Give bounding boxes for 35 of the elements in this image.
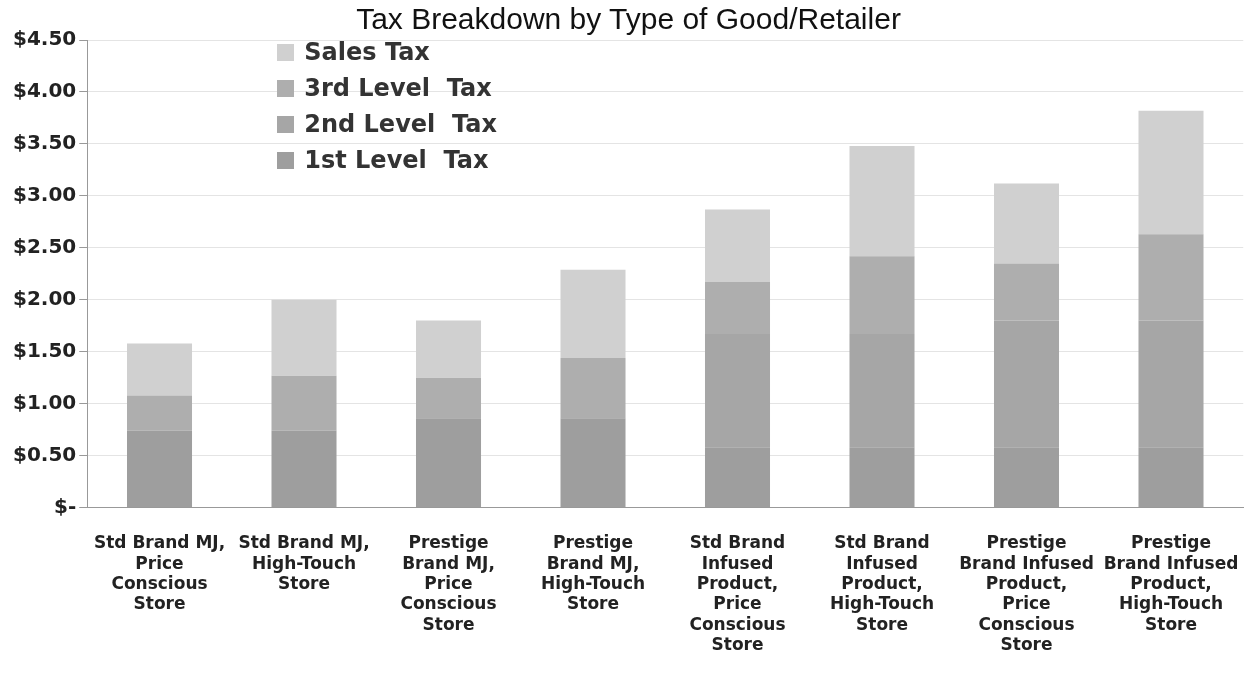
legend-label: 1st Level Tax — [304, 146, 489, 174]
y-tick-label: $2.50 — [13, 234, 77, 259]
bar — [849, 145, 915, 257]
y-tick-label: $3.00 — [13, 182, 77, 207]
bar — [271, 375, 337, 431]
y-tick-label: $1.50 — [13, 337, 77, 362]
x-tick-label: Std Brand Infused Product, High-Touch Store — [829, 532, 935, 634]
legend-label: 3rd Level Tax — [304, 74, 492, 102]
bar — [127, 395, 193, 431]
x-tick-label: Prestige Brand MJ, Price Conscious Store — [400, 532, 497, 634]
chart-title: Tax Breakdown by Type of Good/Retailer — [356, 2, 901, 35]
y-tick-label: $2.00 — [13, 285, 77, 310]
x-tick-label: Prestige Brand Infused Product, High-Touch Store — [1103, 532, 1239, 634]
legend-label: 2nd Level Tax — [304, 110, 497, 138]
x-tick-label: Std Brand Infused Product, Price Conscious Store — [689, 532, 786, 655]
x-tick-label: Std Brand MJ, Price Conscious Store — [93, 532, 226, 614]
bar — [993, 183, 1060, 264]
legend-label: Sales Tax — [304, 38, 430, 66]
bar — [560, 357, 626, 419]
y-tick-label: $1.00 — [13, 389, 77, 414]
bar — [704, 209, 771, 283]
bar — [560, 269, 626, 358]
y-tick-label: $0.50 — [13, 441, 77, 466]
bar — [127, 343, 193, 396]
y-tick-label: $4.00 — [13, 78, 77, 103]
bar — [416, 320, 482, 378]
bar — [416, 377, 482, 419]
x-tick-label: Prestige Brand Infused Product, Price Conscious Store — [959, 532, 1094, 655]
bar — [1138, 110, 1204, 235]
y-tick-label: $- — [54, 493, 77, 518]
x-tick-label: Std Brand MJ, High-Touch Store — [238, 532, 370, 594]
bar — [271, 299, 337, 376]
x-tick-label: Prestige Brand MJ, High-Touch Store — [540, 532, 646, 614]
y-tick-label: $4.50 — [13, 26, 77, 51]
y-tick-label: $3.50 — [13, 130, 77, 155]
